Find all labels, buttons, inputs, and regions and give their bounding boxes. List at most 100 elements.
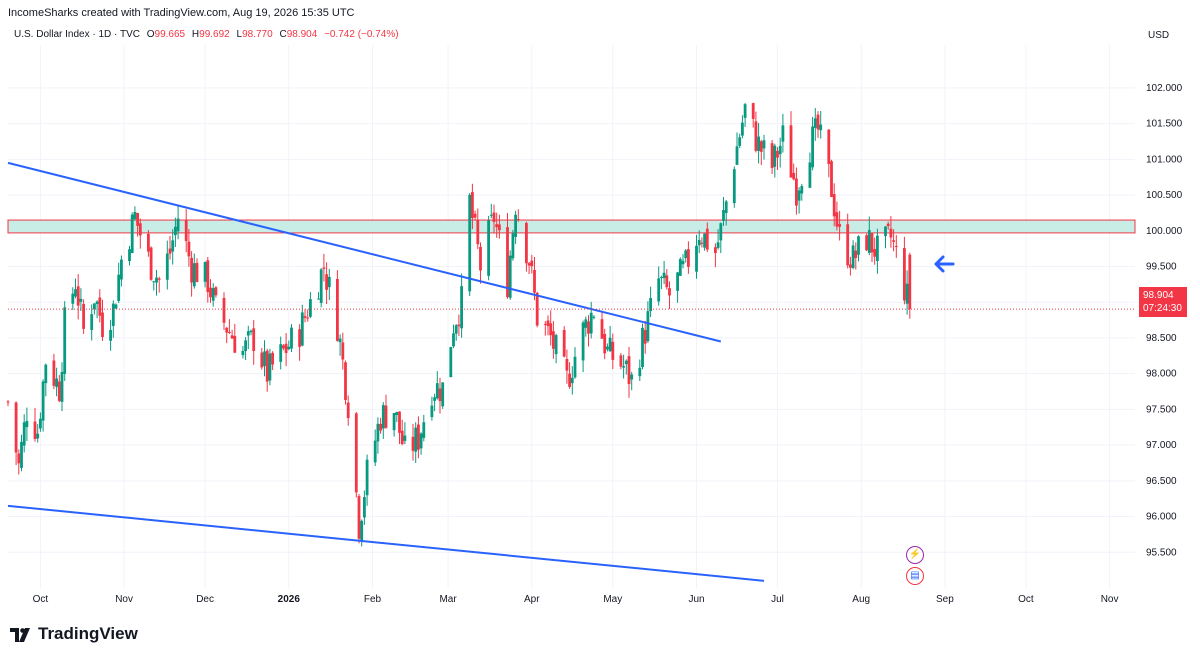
y-tick-label: 96.500: [1146, 476, 1177, 487]
candle-body: [230, 335, 234, 339]
symbol-label[interactable]: U.S. Dollar Index · 1D · TVC: [14, 29, 140, 40]
currency-label[interactable]: USD: [1148, 30, 1170, 41]
y-tick-label: 98.000: [1146, 369, 1177, 380]
candle: [214, 286, 218, 298]
us-flag-icon[interactable]: ▤: [906, 567, 924, 585]
candle: [908, 252, 912, 319]
candle-body: [190, 257, 193, 283]
candle-body: [282, 345, 285, 349]
candle-body: [265, 350, 269, 382]
candle: [554, 333, 558, 364]
candle: [660, 275, 663, 290]
candle-body: [441, 382, 445, 407]
candle: [608, 325, 612, 353]
candle-body: [36, 433, 40, 439]
candle-body: [808, 162, 812, 188]
candle: [619, 352, 623, 370]
candle: [487, 215, 490, 281]
candle: [732, 166, 736, 208]
candle-body: [211, 288, 215, 301]
candle: [792, 163, 796, 181]
candle-body: [743, 104, 747, 118]
y-tick-label: 100.000: [1146, 226, 1183, 237]
candle: [300, 304, 304, 347]
y-tick-label: 97.500: [1146, 404, 1177, 415]
candle-body: [222, 297, 226, 323]
candle: [589, 301, 593, 339]
candle-body: [322, 267, 326, 269]
candle-body: [846, 224, 850, 266]
candle: [309, 292, 312, 319]
candle: [703, 233, 706, 251]
y-tick-label: 101.000: [1146, 154, 1183, 165]
candle: [705, 222, 709, 253]
candle-body: [611, 341, 615, 360]
candle-body: [495, 224, 499, 228]
x-tick-label: Apr: [524, 594, 540, 605]
candle-body: [854, 250, 858, 258]
candle: [876, 228, 879, 274]
candle: [776, 147, 779, 170]
candle: [244, 337, 247, 360]
candle-body: [376, 423, 380, 442]
candle: [886, 221, 890, 230]
candle-body: [511, 233, 515, 259]
candle-body: [419, 433, 423, 449]
lightning-icon[interactable]: ⚡: [906, 546, 924, 564]
candle: [249, 329, 253, 336]
candle-body: [514, 214, 517, 237]
candle: [471, 183, 474, 230]
candle-body: [55, 378, 58, 387]
candle: [568, 362, 571, 389]
x-tick-label: Oct: [1018, 594, 1034, 605]
candle: [111, 300, 115, 338]
candle: [452, 324, 455, 349]
candle: [770, 139, 774, 175]
candle: [392, 413, 396, 437]
candle-body: [414, 427, 418, 452]
candle-body: [360, 520, 364, 541]
candle-body: [732, 169, 736, 204]
candle-body: [22, 422, 26, 446]
candle-body: [816, 114, 820, 130]
y-tick-label: 99.500: [1146, 261, 1177, 272]
candle: [114, 303, 118, 309]
candle-body: [619, 355, 623, 367]
candle: [754, 111, 758, 153]
candle-body: [876, 235, 879, 261]
candle: [676, 271, 679, 303]
candle: [36, 424, 40, 443]
candle: [101, 299, 104, 341]
candle-body: [703, 233, 706, 248]
tradingview-brand[interactable]: TradingView: [10, 624, 138, 644]
candle: [757, 122, 760, 164]
left-arrow-icon: [934, 255, 955, 273]
open-value: 99.665: [154, 29, 186, 40]
candle: [147, 230, 150, 257]
candle: [873, 237, 877, 265]
candle-body: [449, 347, 453, 378]
candle: [52, 353, 56, 390]
candle: [813, 108, 817, 141]
x-tick-label: Aug: [852, 594, 870, 605]
candle: [584, 316, 588, 337]
candle: [854, 242, 858, 270]
candle-body: [438, 388, 442, 402]
candle: [741, 115, 744, 139]
candle-body: [341, 342, 345, 360]
candle: [743, 102, 747, 127]
candle: [773, 143, 777, 178]
high-value: 99.692: [199, 29, 230, 40]
candle-body: [457, 324, 461, 327]
chart-attribution: IncomeSharks created with TradingView.co…: [8, 7, 355, 19]
trendlines: [7, 161, 765, 582]
candle-body: [336, 278, 339, 341]
candle-body: [627, 356, 631, 385]
candle-body: [214, 287, 218, 296]
candle: [905, 270, 909, 315]
candle: [17, 449, 21, 475]
candle: [384, 394, 388, 429]
candle-body: [697, 240, 701, 246]
candle: [606, 343, 609, 352]
